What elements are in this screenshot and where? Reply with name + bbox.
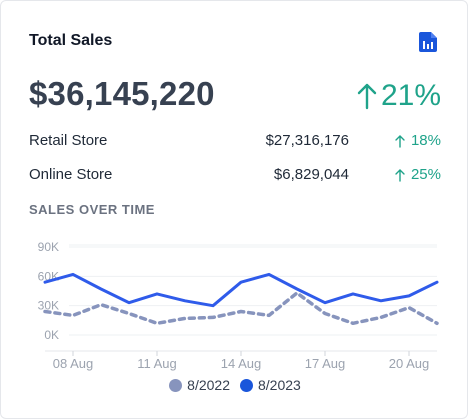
legend-label: 8/2022: [187, 377, 230, 393]
legend-dot: [240, 378, 253, 392]
legend-item-2022[interactable]: 8/2022: [169, 377, 230, 393]
section-title: SALES OVER TIME: [29, 202, 155, 217]
total-change: 21%: [357, 79, 441, 113]
y-tick-label: 30K: [38, 299, 59, 313]
breakdown-row-online: Online Store $6,829,044 25%: [29, 166, 441, 186]
arrow-up-icon: [395, 134, 405, 148]
x-tick-label: 20 Aug: [389, 356, 430, 371]
breakdown-amount: $6,829,044: [273, 166, 349, 183]
report-icon[interactable]: [419, 32, 437, 52]
breakdown-label: Online Store: [29, 166, 113, 183]
breakdown-row-retail: Retail Store $27,316,176 18%: [29, 132, 441, 152]
series-line-0: [43, 291, 439, 326]
breakdown-change: 18%: [395, 132, 441, 149]
breakdown-change-value: 25%: [410, 166, 441, 183]
x-tick-label: 17 Aug: [305, 356, 346, 371]
legend-label: 8/2023: [258, 377, 301, 393]
x-tick-label: 11 Aug: [137, 356, 177, 371]
x-tick-label: 14 Aug: [221, 356, 262, 371]
breakdown-label: Retail Store: [29, 132, 108, 149]
breakdown-change-value: 18%: [410, 132, 441, 149]
arrow-up-icon: [395, 168, 405, 182]
y-tick-label: 0K: [44, 328, 59, 342]
arrow-up-icon: [357, 83, 377, 110]
y-tick-label: 90K: [38, 240, 59, 254]
breakdown-amount: $27,316,176: [265, 132, 349, 149]
legend-dot: [169, 378, 183, 392]
breakdown-change: 25%: [395, 166, 441, 183]
total-sales-value: $36,145,220: [29, 75, 215, 112]
series-line-1: [43, 272, 439, 308]
card-title: Total Sales: [29, 32, 113, 49]
total-change-value: 21%: [380, 79, 441, 112]
chart-legend: 8/2022 8/2023: [1, 377, 468, 393]
legend-item-2023[interactable]: 8/2023: [240, 377, 301, 393]
x-tick-label: 08 Aug: [53, 356, 94, 371]
